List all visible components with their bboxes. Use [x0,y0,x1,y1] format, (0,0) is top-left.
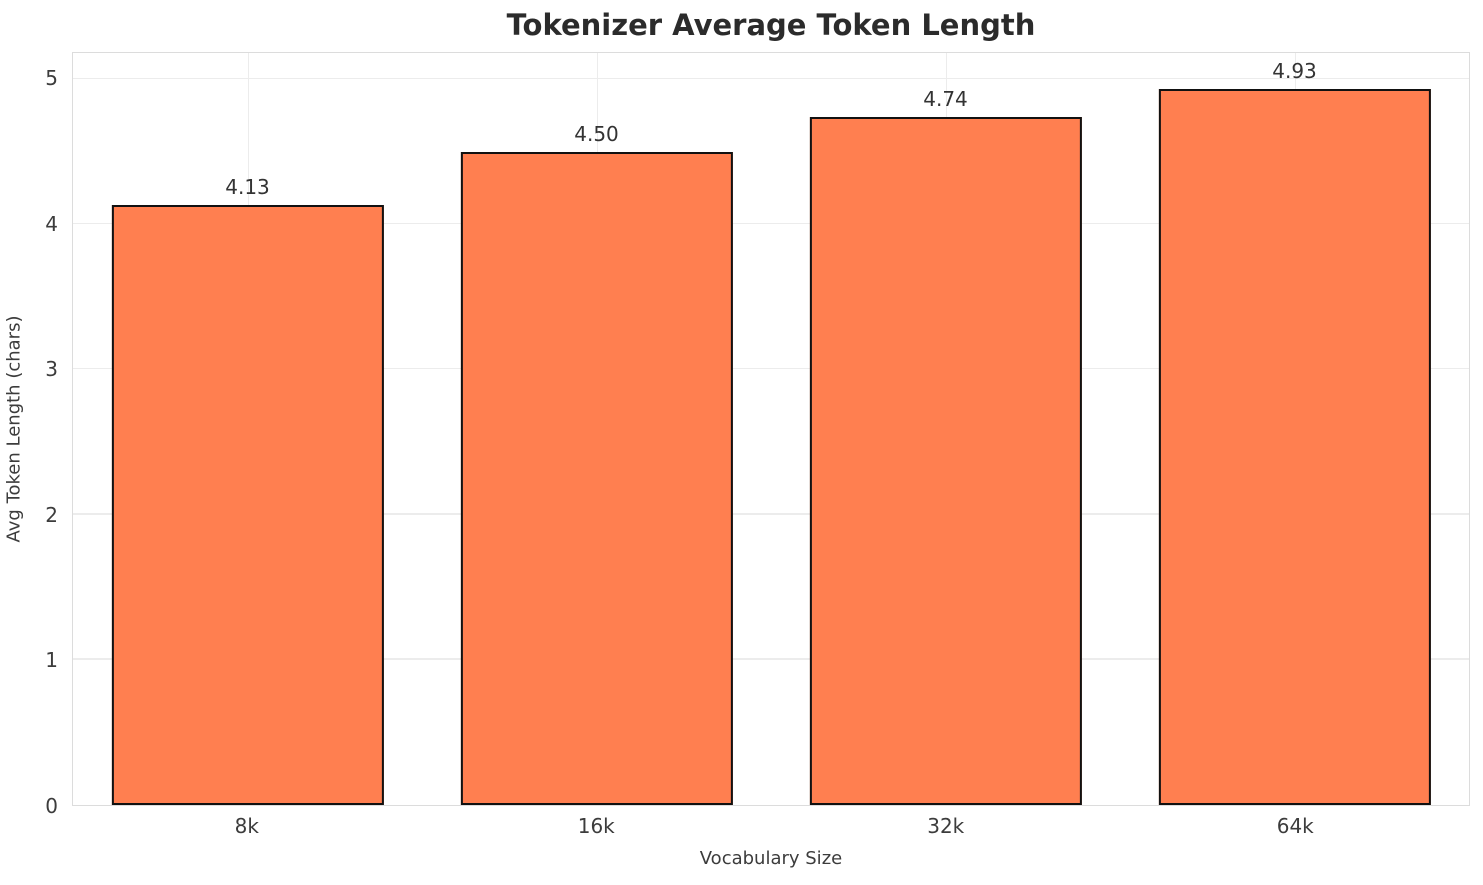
gridline-horizontal [73,513,1469,515]
y-tick-label: 2 [45,502,58,527]
y-tick-label: 3 [45,357,58,382]
y-axis-tick-labels: 0 1 2 3 4 5 [0,52,58,818]
y-tick-label: 1 [45,648,58,673]
gridline-horizontal [73,222,1469,225]
bar-32k [809,116,1082,805]
y-tick-label: 0 [45,794,58,818]
bar-value-label: 4.93 [1272,59,1317,84]
bar-value-label: 4.50 [574,121,619,146]
x-axis-tick-labels: 8k 16k 32k 64k [72,814,1470,842]
bar-value-label: 4.74 [923,86,968,111]
bar-value-label: 4.13 [225,175,270,200]
bar-64k [1158,89,1431,805]
x-tick-label: 32k [927,814,965,838]
gridline-horizontal [73,77,1469,80]
bar-16k [460,151,733,805]
chart-title: Tokenizer Average Token Length [506,8,1036,42]
x-tick-label: 8k [234,814,259,838]
plot-area: 4.13 4.50 4.74 4.93 [72,52,1470,806]
x-axis-label: Vocabulary Size [699,848,843,869]
gridline-horizontal [73,658,1469,660]
bar-8k [111,205,384,805]
y-tick-label: 5 [45,66,58,91]
gridline-horizontal [73,367,1469,370]
y-tick-label: 4 [45,211,58,236]
x-tick-label: 64k [1276,814,1314,838]
x-tick-label: 16k [577,814,615,838]
